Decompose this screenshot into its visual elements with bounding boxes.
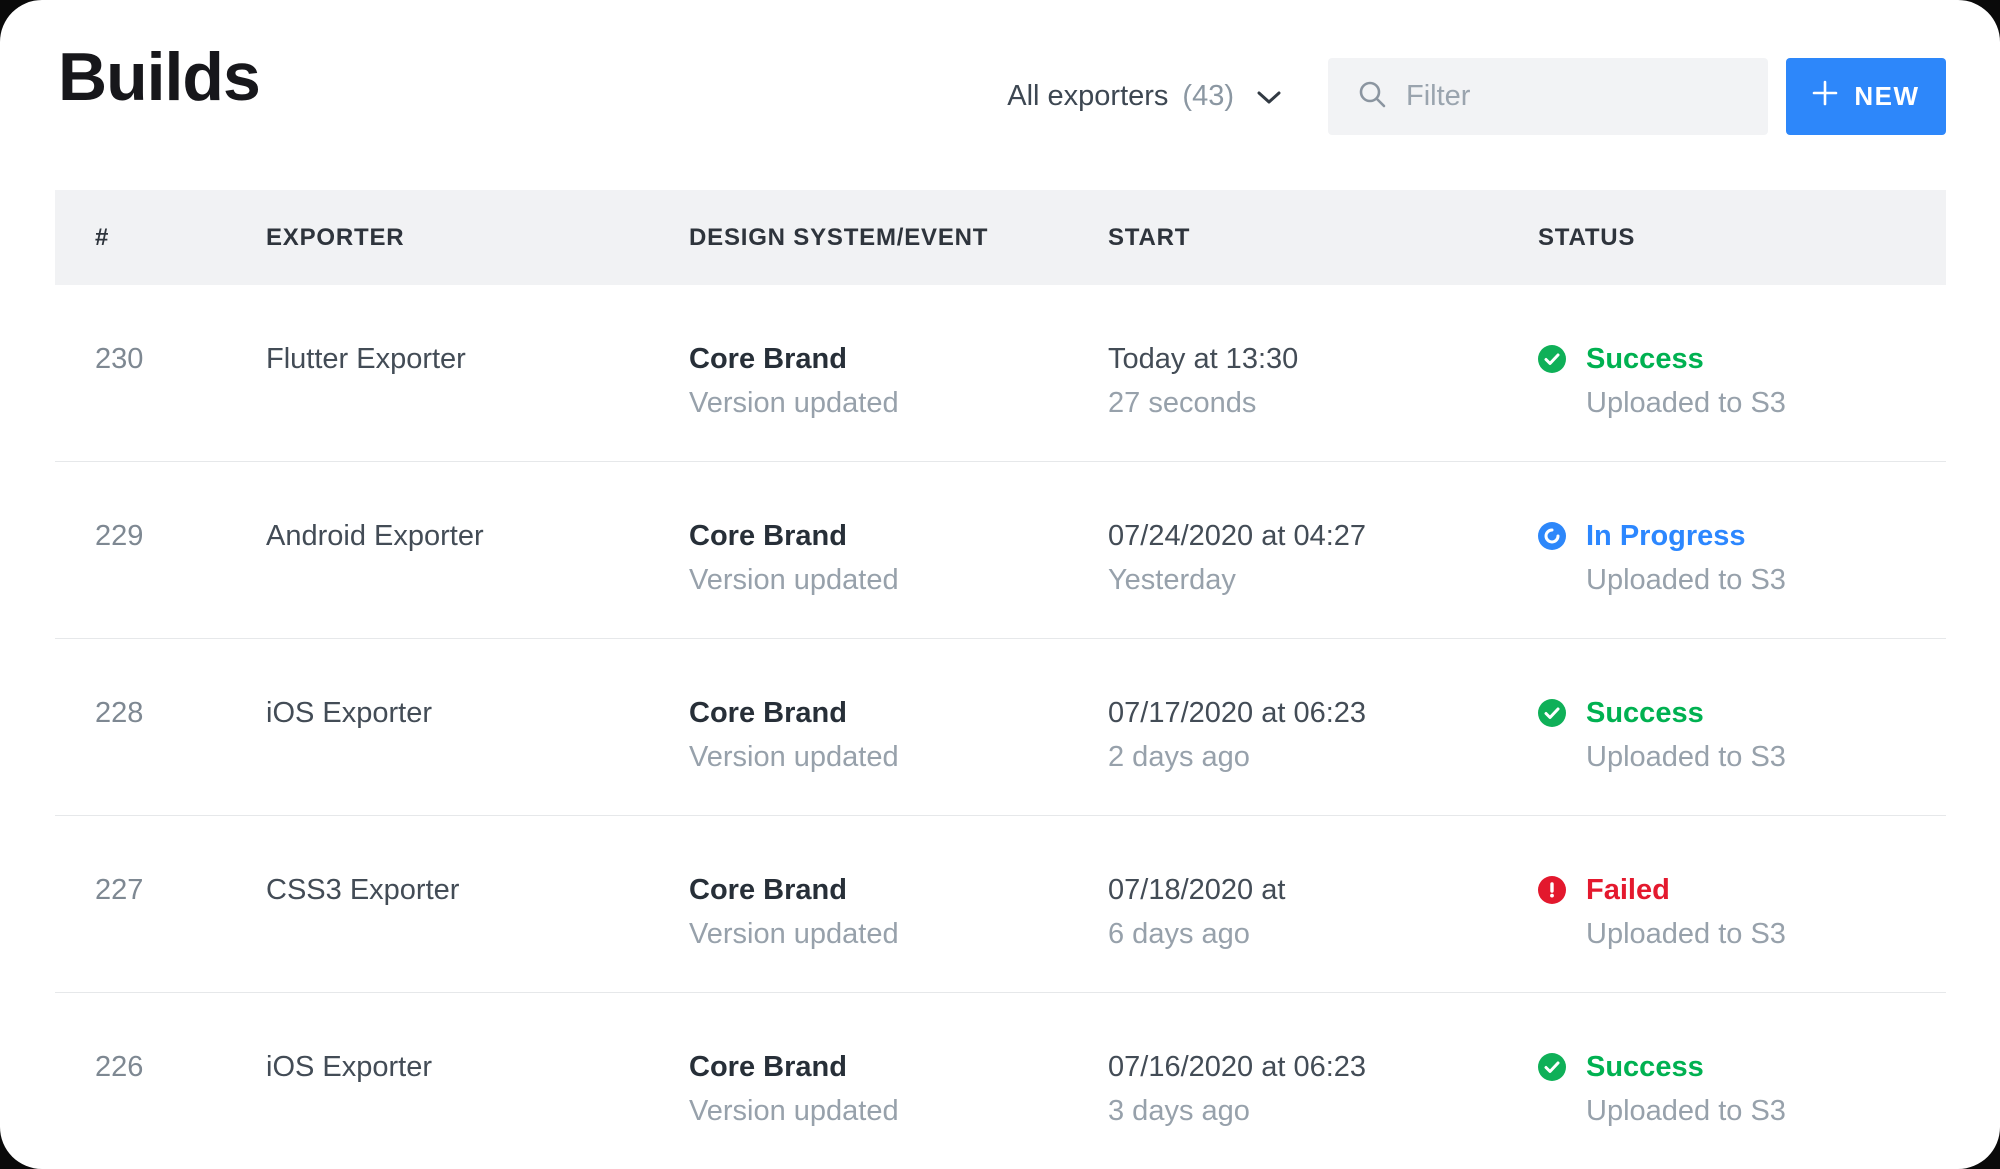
start-time: 07/24/2020 at 04:27 <box>1108 520 1367 552</box>
status-detail: Uploaded to S3 <box>1586 918 1786 950</box>
filter-search-box <box>1328 58 1768 135</box>
start-relative: 2 days ago <box>1108 741 1250 773</box>
status-label: In Progress <box>1586 519 1746 552</box>
start-time: 07/16/2020 at 06:23 <box>1108 1051 1367 1083</box>
table-row[interactable]: 227 CSS3 Exporter Core Brand Version upd… <box>55 816 1946 993</box>
table-header-row: # EXPORTER DESIGN SYSTEM/EVENT START STA… <box>55 190 1946 285</box>
design-system-name: Core Brand <box>689 1051 847 1083</box>
page-title: Builds <box>58 39 261 115</box>
exporter-name: iOS Exporter <box>266 697 432 729</box>
start-time: 07/18/2020 at <box>1108 874 1286 906</box>
topbar: Builds All exporters (43) NEW <box>0 0 2000 190</box>
exporter-name: Android Exporter <box>266 520 484 552</box>
column-header-status: STATUS <box>1538 223 1636 251</box>
exporter-name: iOS Exporter <box>266 1051 432 1083</box>
table-row[interactable]: 230 Flutter Exporter Core Brand Version … <box>55 285 1946 462</box>
start-relative: 3 days ago <box>1108 1095 1250 1127</box>
new-build-button[interactable]: NEW <box>1786 58 1946 135</box>
build-number: 227 <box>95 874 144 906</box>
column-header-exporter: EXPORTER <box>266 223 405 251</box>
in-progress-spinner-icon <box>1538 522 1566 550</box>
build-number: 226 <box>95 1051 144 1083</box>
start-relative: Yesterday <box>1108 564 1236 596</box>
dropdown-label: All exporters <box>1007 80 1169 112</box>
failed-exclamation-icon <box>1538 876 1566 904</box>
status-label: Success <box>1586 1050 1704 1083</box>
start-relative: 6 days ago <box>1108 918 1250 950</box>
event-name: Version updated <box>689 1095 899 1127</box>
build-number: 230 <box>95 343 144 375</box>
toolbar: All exporters (43) NEW <box>1007 58 1946 135</box>
start-relative: 27 seconds <box>1108 387 1257 419</box>
status-label: Success <box>1586 342 1704 375</box>
start-time: 07/17/2020 at 06:23 <box>1108 697 1367 729</box>
exporter-name: Flutter Exporter <box>266 343 466 375</box>
exporters-filter-dropdown[interactable]: All exporters (43) <box>1007 80 1282 113</box>
event-name: Version updated <box>689 564 899 596</box>
build-number: 228 <box>95 697 144 729</box>
status-label: Success <box>1586 696 1704 729</box>
event-name: Version updated <box>689 387 899 419</box>
status-detail: Uploaded to S3 <box>1586 564 1786 596</box>
status-label: Failed <box>1586 873 1670 906</box>
event-name: Version updated <box>689 741 899 773</box>
status-detail: Uploaded to S3 <box>1586 1095 1786 1127</box>
build-number: 229 <box>95 520 144 552</box>
table-body: 230 Flutter Exporter Core Brand Version … <box>55 285 1946 1169</box>
column-header-number: # <box>95 223 110 251</box>
table-row[interactable]: 229 Android Exporter Core Brand Version … <box>55 462 1946 639</box>
event-name: Version updated <box>689 918 899 950</box>
filter-input[interactable] <box>1406 80 1744 113</box>
new-button-label: NEW <box>1854 81 1920 111</box>
status-detail: Uploaded to S3 <box>1586 387 1786 419</box>
column-header-start: START <box>1108 223 1191 251</box>
design-system-name: Core Brand <box>689 697 847 729</box>
success-check-icon <box>1538 1053 1566 1081</box>
design-system-name: Core Brand <box>689 343 847 375</box>
plus-icon <box>1812 80 1838 113</box>
table-row[interactable]: 226 iOS Exporter Core Brand Version upda… <box>55 993 1946 1169</box>
design-system-name: Core Brand <box>689 520 847 552</box>
column-header-design-system-event: DESIGN SYSTEM/EVENT <box>689 223 989 251</box>
dropdown-count: (43) <box>1182 80 1234 112</box>
builds-table: # EXPORTER DESIGN SYSTEM/EVENT START STA… <box>55 190 1946 1169</box>
search-icon <box>1358 80 1406 113</box>
design-system-name: Core Brand <box>689 874 847 906</box>
chevron-down-icon <box>1248 80 1282 113</box>
table-row[interactable]: 228 iOS Exporter Core Brand Version upda… <box>55 639 1946 816</box>
success-check-icon <box>1538 345 1566 373</box>
exporter-name: CSS3 Exporter <box>266 874 460 906</box>
status-detail: Uploaded to S3 <box>1586 741 1786 773</box>
start-time: Today at 13:30 <box>1108 343 1299 375</box>
success-check-icon <box>1538 699 1566 727</box>
